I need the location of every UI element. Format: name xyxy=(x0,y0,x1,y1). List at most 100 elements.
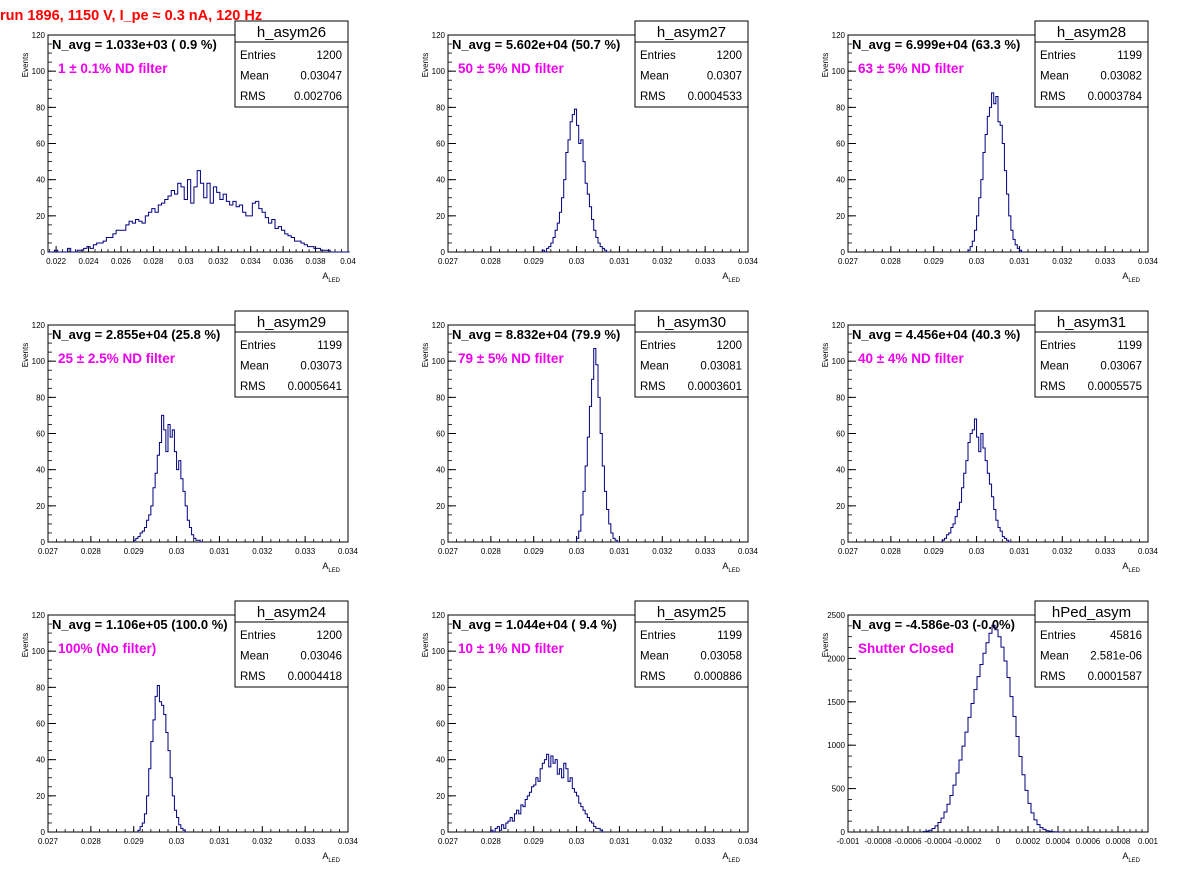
stats-box: hPed_asym Entries 45816 Mean 2.581e-06 RMS 0.0… xyxy=(1034,600,1149,688)
y-tick-label: 40 xyxy=(436,176,445,185)
stats-value-rms: 0.002706 xyxy=(294,91,342,103)
y-tick-label: 120 xyxy=(432,31,446,40)
x-tick-label: 0.032 xyxy=(252,837,273,846)
y-tick-label: 80 xyxy=(836,103,845,112)
y-axis-title: Events xyxy=(21,343,30,367)
x-tick-label: 0.028 xyxy=(143,257,164,266)
y-tick-label: 100 xyxy=(832,357,846,366)
stats-value-entries: 1199 xyxy=(1117,50,1142,62)
stats-box: h_asym28 Entries 1199 Mean 0.03082 RMS 0.00037… xyxy=(1034,20,1149,108)
x-tick-label: 0.029 xyxy=(524,837,545,846)
x-tick-label: 0.033 xyxy=(695,257,716,266)
x-tick-label: 0.033 xyxy=(295,547,316,556)
y-tick-label: 0 xyxy=(41,828,46,837)
x-axis-title-sub: LED xyxy=(728,278,740,284)
histogram-panel-h_asym28: 0.027 0.028 0.029 0.03 0.031 0.032 0.033 0.034 0… xyxy=(821,20,1159,284)
histogram-panel-h_asym29: 0.027 0.028 0.029 0.03 0.031 0.032 0.033 0.034 0… xyxy=(21,310,359,574)
x-tick-label: 0.033 xyxy=(695,837,716,846)
y-axis-title: Events xyxy=(21,633,30,657)
y-tick-label: 0 xyxy=(441,248,446,257)
stats-box: h_asym24 Entries 1200 Mean 0.03046 RMS 0.00044… xyxy=(234,600,349,688)
stats-value-mean: 0.03046 xyxy=(300,651,342,663)
y-tick-label: 60 xyxy=(436,140,445,149)
x-tick-label: 0.034 xyxy=(338,547,359,556)
x-tick-label: 0.001 xyxy=(1138,837,1159,846)
x-axis-title: ALED xyxy=(722,561,740,574)
y-tick-label: 40 xyxy=(836,466,845,475)
histogram-name: h_asym29 xyxy=(257,314,326,331)
navg-label: N_avg = 1.044e+04 ( 9.4 %) xyxy=(452,617,617,632)
histogram-series xyxy=(541,108,609,253)
x-axis-title-main: A xyxy=(322,851,328,861)
y-tick-label: 20 xyxy=(436,502,445,511)
x-tick-label: 0.03 xyxy=(969,257,985,266)
stats-box-frame xyxy=(1034,310,1149,398)
stats-box: h_asym25 Entries 1199 Mean 0.03058 RMS 0.00088… xyxy=(634,600,749,688)
stats-value-rms: 0.0004418 xyxy=(288,671,342,683)
x-axis-title: ALED xyxy=(322,851,340,864)
x-tick-label: 0.028 xyxy=(881,547,902,556)
stats-box-frame xyxy=(634,20,749,108)
x-tick-label: 0.033 xyxy=(695,547,716,556)
x-tick-label: -0.001 xyxy=(837,837,860,846)
x-tick-label: 0.027 xyxy=(438,837,459,846)
stats-box-frame xyxy=(634,600,749,688)
stats-label-mean: Mean xyxy=(240,71,269,83)
x-tick-label: 0.0004 xyxy=(1046,837,1071,846)
y-tick-label: 1000 xyxy=(827,741,845,750)
histogram-name: hPed_asym xyxy=(1052,604,1131,621)
stats-label-mean: Mean xyxy=(240,651,269,663)
x-tick-label: 0.024 xyxy=(79,257,100,266)
stats-label-entries: Entries xyxy=(240,340,276,352)
y-axis-title: Events xyxy=(421,53,430,77)
y-tick-label: 60 xyxy=(836,430,845,439)
x-tick-label: 0.031 xyxy=(609,837,630,846)
x-axis-title: ALED xyxy=(722,271,740,284)
x-tick-label: 0.038 xyxy=(306,257,327,266)
stats-label-rms: RMS xyxy=(240,91,266,103)
stats-value-rms: 0.000886 xyxy=(694,671,742,683)
filter-label: 50 ± 5% ND filter xyxy=(458,61,564,76)
histogram-panel-hPed_asym: -0.001 -0.0008 -0.0006 -0.0004 -0.0002 0 0.000… xyxy=(821,600,1159,864)
histogram-series xyxy=(137,685,188,833)
stats-box: h_asym30 Entries 1200 Mean 0.03081 RMS 0.00036… xyxy=(634,310,749,398)
x-axis-title: ALED xyxy=(1122,561,1140,574)
x-axis-title-sub: LED xyxy=(728,858,740,864)
y-tick-label: 40 xyxy=(36,756,45,765)
stats-value-mean: 2.581e-06 xyxy=(1090,651,1142,663)
stats-value-entries: 1199 xyxy=(717,630,742,642)
x-tick-label: 0.026 xyxy=(111,257,132,266)
stats-box: h_asym29 Entries 1199 Mean 0.03073 RMS 0.00056… xyxy=(234,310,349,398)
x-tick-label: 0.036 xyxy=(273,257,294,266)
stats-label-entries: Entries xyxy=(1040,630,1076,642)
x-tick-label: 0.032 xyxy=(652,257,673,266)
y-tick-label: 2000 xyxy=(827,654,845,663)
histogram-panel-h_asym30: 0.027 0.028 0.029 0.03 0.031 0.032 0.033 0.034 0… xyxy=(421,310,759,574)
stats-label-mean: Mean xyxy=(1040,361,1069,373)
x-axis-title-sub: LED xyxy=(1128,858,1140,864)
y-tick-label: 20 xyxy=(436,792,445,801)
y-tick-label: 40 xyxy=(36,466,45,475)
x-tick-label: 0.031 xyxy=(209,837,230,846)
y-tick-label: 500 xyxy=(832,785,846,794)
x-tick-label: 0.028 xyxy=(881,257,902,266)
x-tick-label: 0.027 xyxy=(38,837,59,846)
x-tick-label: 0.031 xyxy=(609,547,630,556)
navg-label: N_avg = -4.586e-03 (-0.0%) xyxy=(852,617,1015,632)
x-axis-title: ALED xyxy=(322,561,340,574)
y-tick-label: 40 xyxy=(436,756,445,765)
x-tick-label: 0.029 xyxy=(524,257,545,266)
histogram-panel-h_asym27: 0.027 0.028 0.029 0.03 0.031 0.032 0.033 0.034 0… xyxy=(421,20,759,284)
x-tick-label: 0.031 xyxy=(1009,257,1030,266)
stats-label-rms: RMS xyxy=(640,91,666,103)
canvas-title: run 1896, 1150 V, I_pe ≈ 0.3 nA, 120 Hz xyxy=(0,8,263,24)
y-tick-label: 20 xyxy=(36,792,45,801)
x-tick-label: 0.0008 xyxy=(1106,837,1131,846)
x-tick-label: 0.027 xyxy=(438,547,459,556)
stats-label-entries: Entries xyxy=(1040,50,1076,62)
stats-label-rms: RMS xyxy=(240,381,266,393)
navg-label: N_avg = 8.832e+04 (79.9 %) xyxy=(452,327,620,342)
x-tick-label: 0 xyxy=(996,837,1001,846)
x-axis-title: ALED xyxy=(1122,851,1140,864)
histogram-series xyxy=(490,753,605,833)
